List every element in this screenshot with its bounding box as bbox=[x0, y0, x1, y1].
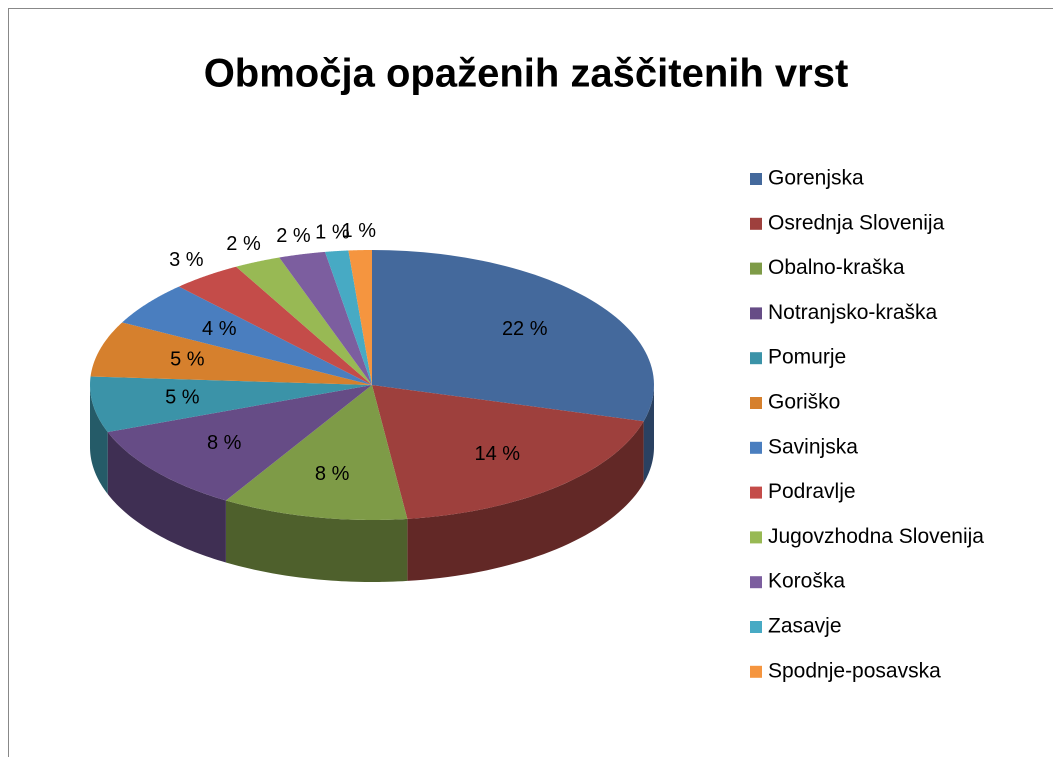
legend-swatch bbox=[750, 307, 762, 320]
legend-swatch bbox=[750, 486, 762, 499]
legend-swatch bbox=[750, 352, 762, 365]
pie-side bbox=[643, 385, 654, 484]
legend-label: Notranjsko-kraška bbox=[768, 301, 938, 324]
data-label: 8 % bbox=[315, 463, 350, 485]
data-label: 1 % bbox=[315, 221, 350, 243]
legend-swatch bbox=[750, 173, 762, 185]
legend-label: Obalno-kraška bbox=[768, 256, 905, 279]
legend-swatch bbox=[750, 397, 762, 409]
pie-slice bbox=[178, 266, 372, 385]
data-label: 1 % bbox=[342, 220, 377, 242]
pie-slice bbox=[90, 322, 373, 385]
data-label: 5 % bbox=[165, 387, 200, 409]
data-label: 4 % bbox=[202, 318, 237, 340]
pie-slice bbox=[279, 251, 372, 385]
pie-slice bbox=[236, 257, 372, 385]
pie-slice bbox=[107, 385, 373, 501]
legend-label: Gorenjska bbox=[768, 167, 864, 190]
pie-slice bbox=[122, 286, 372, 385]
legend-swatch bbox=[750, 441, 762, 454]
chart-title: Območja opaženih zaščitenih vrst bbox=[204, 52, 849, 96]
pie-slice bbox=[348, 250, 372, 385]
pie-slice bbox=[372, 250, 654, 422]
pie-side bbox=[225, 500, 408, 582]
legend-swatch bbox=[750, 262, 762, 275]
data-label: 8 % bbox=[207, 432, 242, 454]
legend-swatch bbox=[750, 217, 762, 230]
data-label: 5 % bbox=[170, 349, 205, 371]
legend-swatch bbox=[750, 621, 762, 633]
legend-label: Goriško bbox=[768, 391, 840, 414]
legend-label: Podravlje bbox=[768, 480, 856, 503]
legend-label: Savinjska bbox=[768, 435, 858, 458]
pie-slice bbox=[225, 385, 408, 520]
legend-label: Spodnje-posavska bbox=[768, 659, 941, 682]
legend-label: Jugovzhodna Slovenija bbox=[768, 525, 984, 548]
legend-label: Osrednja Slovenija bbox=[768, 211, 945, 234]
pie-side bbox=[90, 385, 108, 495]
pie-side bbox=[107, 432, 226, 563]
legend-label: Koroška bbox=[768, 570, 845, 593]
data-label: 2 % bbox=[226, 233, 261, 255]
pie-slice bbox=[90, 376, 372, 433]
data-label: 14 % bbox=[475, 443, 521, 465]
pie-slice bbox=[324, 250, 372, 385]
legend-swatch bbox=[750, 665, 762, 678]
data-label: 22 % bbox=[502, 318, 548, 340]
data-label: 2 % bbox=[276, 225, 311, 247]
pie-slice bbox=[372, 385, 644, 519]
pie-side bbox=[407, 421, 644, 581]
legend-swatch bbox=[750, 576, 762, 589]
legend-swatch bbox=[750, 531, 762, 544]
data-label: 3 % bbox=[169, 249, 204, 271]
legend-label: Pomurje bbox=[768, 346, 846, 369]
legend-label: Zasavje bbox=[768, 615, 842, 638]
